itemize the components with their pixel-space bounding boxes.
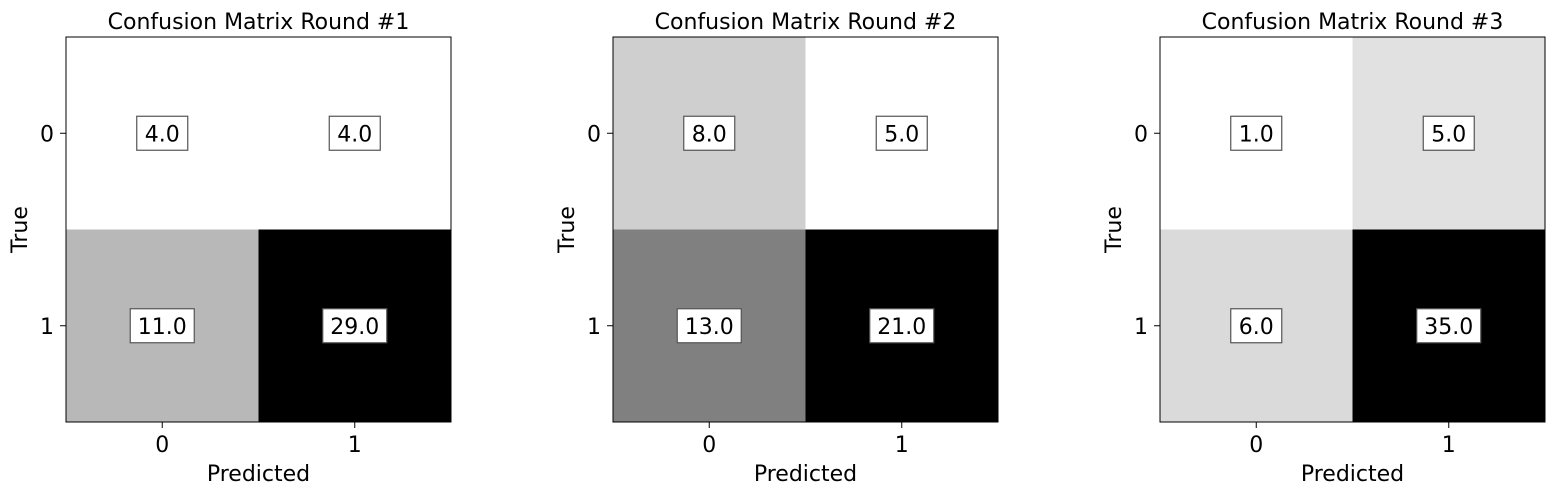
cell-value-label: 1.0 xyxy=(1239,122,1274,147)
y-tick-label: 0 xyxy=(40,122,54,147)
chart-title: Confusion Matrix Round #3 xyxy=(1202,10,1504,35)
axes-frame xyxy=(1159,36,1546,423)
cell-value-label: 4.0 xyxy=(337,122,372,147)
y-axis-label: True xyxy=(1102,206,1127,254)
cell-value-label: 21.0 xyxy=(877,315,926,340)
x-tick-label: 0 xyxy=(702,433,716,458)
cell-value-label: 29.0 xyxy=(330,315,379,340)
cell-value-box xyxy=(136,115,189,151)
cell-value-label: 11.0 xyxy=(138,315,187,340)
cell-value-label: 35.0 xyxy=(1424,315,1473,340)
cell-value-label: 6.0 xyxy=(1239,315,1274,340)
x-axis-label: Predicted xyxy=(1301,462,1404,487)
x-axis-label: Predicted xyxy=(754,462,857,487)
cell-value-label: 5.0 xyxy=(1431,122,1466,147)
x-tick-label: 0 xyxy=(155,433,169,458)
cell-value-box xyxy=(129,308,195,344)
chart-title: Confusion Matrix Round #2 xyxy=(655,10,957,35)
axes-frame xyxy=(612,36,999,423)
cell-value-label: 13.0 xyxy=(685,315,734,340)
y-axis-label: True xyxy=(555,206,580,254)
cell-value-box xyxy=(1416,308,1482,344)
cell-value-box xyxy=(869,308,935,344)
confusion-matrix-panel-1: 4.0 4.0 11.0 29.0 0 1 0 1 Confusion Matrix Round… xyxy=(8,10,452,487)
cell-value-box xyxy=(1230,115,1283,151)
cell-value-label: 8.0 xyxy=(692,122,727,147)
cell-value-box xyxy=(1422,115,1475,151)
y-tick-label: 1 xyxy=(1134,315,1148,340)
confusion-matrix-panel-3: 1.0 5.0 6.0 35.0 0 1 0 1 Confusion Matrix Round … xyxy=(1102,10,1546,487)
x-axis-label: Predicted xyxy=(207,462,310,487)
cell-value-box xyxy=(322,308,388,344)
y-tick-label: 0 xyxy=(1134,122,1148,147)
y-tick-label: 1 xyxy=(40,315,54,340)
confusion-matrix-panel-2: 8.0 5.0 13.0 21.0 0 1 0 1 Confusion Matrix Round… xyxy=(555,10,999,487)
cell-value-box xyxy=(1230,308,1283,344)
cell-value-label: 5.0 xyxy=(884,122,919,147)
cell-value-box xyxy=(875,115,928,151)
x-tick-label: 1 xyxy=(348,433,362,458)
cell-value-box xyxy=(683,115,736,151)
chart-title: Confusion Matrix Round #1 xyxy=(108,10,410,35)
axes-frame xyxy=(65,36,452,423)
x-tick-label: 1 xyxy=(1442,433,1456,458)
y-axis-label: True xyxy=(8,206,33,254)
x-tick-label: 1 xyxy=(895,433,909,458)
cell-value-label: 4.0 xyxy=(145,122,180,147)
y-tick-label: 1 xyxy=(587,315,601,340)
x-tick-label: 0 xyxy=(1249,433,1263,458)
y-tick-label: 0 xyxy=(587,122,601,147)
cell-value-box xyxy=(676,308,742,344)
cell-value-box xyxy=(328,115,381,151)
